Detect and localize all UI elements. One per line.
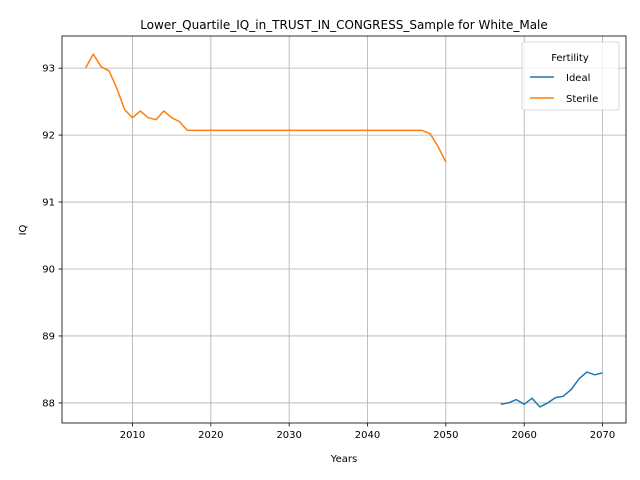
- legend-box: [521, 41, 620, 111]
- ticks: 2010 2020 2030 2040 2050 2060 2070 88 89 90 91 92 93: [42, 64, 615, 441]
- y-tick-label: 90: [42, 265, 55, 276]
- series-layer: [84, 53, 603, 408]
- chart-title: Lower_Quartile_IQ_in_TRUST_IN_CONGRESS_S…: [140, 18, 548, 32]
- x-tick-label: 2040: [355, 430, 380, 441]
- legend-label-ideal: Ideal: [566, 73, 590, 84]
- x-tick-label: 2050: [433, 430, 458, 441]
- y-tick-label: 93: [42, 64, 55, 75]
- y-tick-label: 88: [42, 398, 55, 409]
- y-tick-label: 91: [42, 198, 55, 209]
- x-tick-label: 2070: [590, 430, 615, 441]
- x-tick-label: 2060: [511, 430, 536, 441]
- y-axis-label: IQ: [18, 224, 29, 235]
- y-tick-label: 92: [42, 131, 55, 142]
- grid: [62, 36, 626, 423]
- x-tick-label: 2030: [276, 430, 301, 441]
- series-line-sterile: [84, 53, 447, 163]
- y-tick-label: 89: [42, 331, 55, 342]
- x-tick-label: 2010: [120, 430, 145, 441]
- x-axis-label: Years: [330, 454, 357, 465]
- legend-label-sterile: Sterile: [566, 94, 598, 105]
- plot-frame: [61, 35, 627, 424]
- legend: Fertility Ideal Sterile: [521, 41, 620, 111]
- series-line-ideal: [500, 371, 603, 408]
- legend-title: Fertility: [551, 53, 589, 64]
- x-tick-label: 2020: [198, 430, 223, 441]
